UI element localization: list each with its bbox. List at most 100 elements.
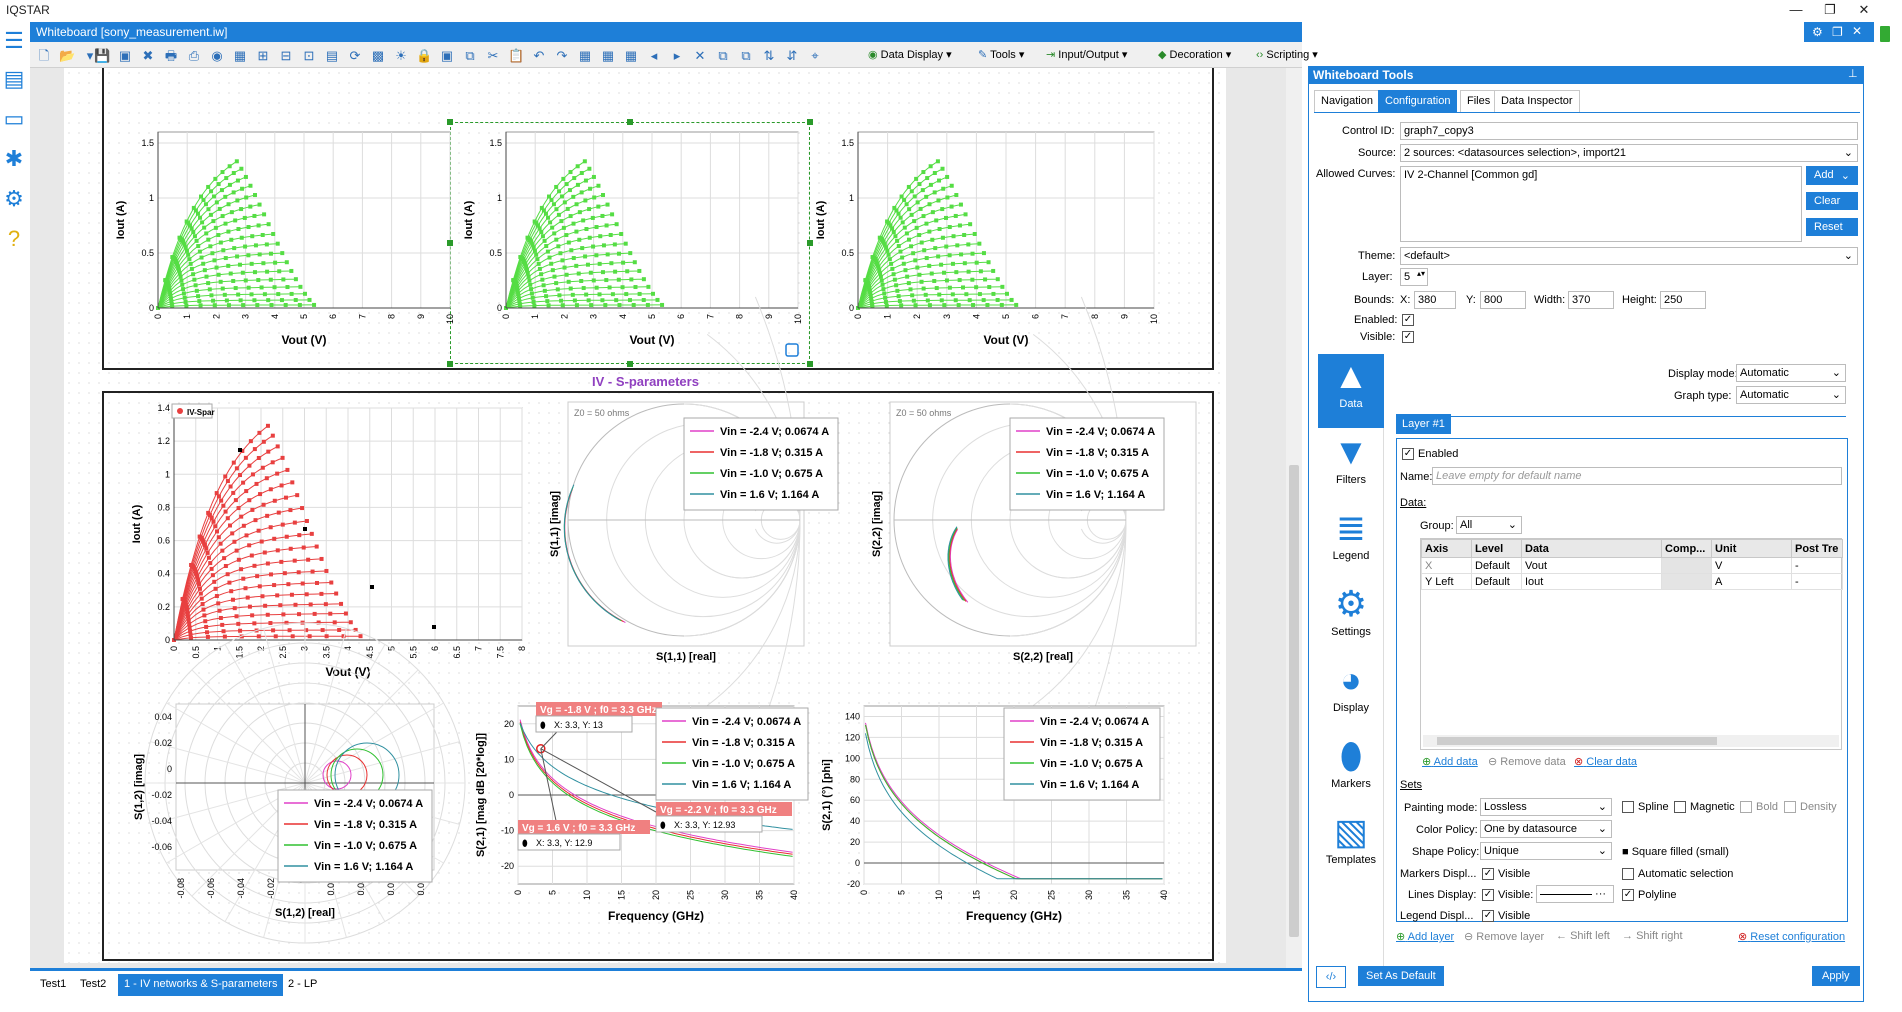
toolbar-button-icon[interactable]: ⊞ (257, 48, 269, 63)
tab-files[interactable]: Files (1460, 90, 1498, 112)
toolbar-button-icon[interactable]: ⧉ (741, 48, 751, 63)
bounds-height-field[interactable]: 250 (1660, 291, 1706, 309)
toolbar-button-icon[interactable]: 🗋 (38, 48, 50, 63)
scroll-thumb[interactable] (1289, 465, 1299, 937)
graph-type-select[interactable]: Automatic ⌄ (1736, 386, 1846, 404)
settings-icon[interactable]: ⚙ (4, 186, 24, 211)
toolbar-button-icon[interactable]: ▤ (325, 48, 339, 63)
decoration-menu[interactable]: ◆ Decoration ▾ (1158, 49, 1232, 61)
tab-navigation[interactable]: Navigation (1314, 90, 1380, 112)
remove-layer-link[interactable]: ⊖ Remove layer (1464, 931, 1545, 943)
layer-spinner[interactable]: 5 ▴▾ (1400, 268, 1428, 286)
layer-enabled-checkbox[interactable]: ✓ (1402, 448, 1414, 460)
clear-data-link[interactable]: ⊗ Clear data (1574, 756, 1638, 768)
toolbar-button-icon[interactable]: ▦ (601, 48, 615, 63)
tab-iv-networks[interactable]: 1 - IV networks & S-parameters (118, 974, 284, 996)
visible-checkbox[interactable]: ✓ (1402, 331, 1414, 343)
magnetic-checkbox[interactable] (1674, 801, 1686, 813)
enabled-checkbox[interactable]: ✓ (1402, 314, 1414, 326)
toolbar-button-icon[interactable]: ⇅ (763, 48, 775, 63)
col-comp[interactable]: Comp... (1661, 539, 1712, 558)
col-axis[interactable]: Axis (1421, 539, 1472, 558)
table-row[interactable]: X Default Vout V - (1421, 557, 1843, 574)
toolbar-button-icon[interactable]: ⌖ (811, 48, 819, 63)
toolbar-button-icon[interactable]: ✂ (487, 48, 499, 63)
auto-selection-checkbox[interactable] (1622, 868, 1634, 880)
line-style-select[interactable]: ··· (1536, 885, 1614, 903)
close-button[interactable]: ✕ (1858, 2, 1870, 17)
display-mode-select[interactable]: Automatic ⌄ (1736, 364, 1846, 382)
toolbar-button-icon[interactable]: ⇵ (786, 48, 798, 63)
tab-data-inspector[interactable]: Data Inspector (1494, 90, 1580, 112)
toolbar-button-icon[interactable]: ▦ (578, 48, 592, 63)
vtab-data[interactable]: ▲ Data (1318, 354, 1384, 428)
toolbar-button-icon[interactable]: ⎙ (188, 48, 200, 63)
minimize-button[interactable]: — (1789, 2, 1803, 17)
toolbar-button-icon[interactable]: ☀ (395, 48, 407, 63)
toolbar-button-icon[interactable]: ▣ (118, 48, 132, 63)
layer-tab[interactable]: Layer #1 (1396, 414, 1451, 434)
list-icon[interactable]: ▭ (3, 106, 25, 131)
toolbar-button-icon[interactable]: 📂 (59, 48, 76, 63)
toolbar-button-icon[interactable]: ▣ (440, 48, 454, 63)
code-icon[interactable]: ‹/› (1316, 966, 1346, 988)
allowed-curves-list[interactable]: IV 2-Channel [Common gd] (1400, 166, 1802, 242)
legend-visible-checkbox[interactable]: ✓ (1482, 910, 1494, 922)
control-id-field[interactable]: graph7_copy3 (1400, 122, 1858, 140)
toolbar-button-icon[interactable]: ✖ (142, 48, 154, 63)
toolbar-button-icon[interactable]: 💾 (94, 48, 111, 63)
vtab-legend[interactable]: ≣ Legend (1318, 506, 1384, 580)
painting-mode-select[interactable]: Lossless ⌄ (1480, 798, 1612, 816)
layer-name-input[interactable]: Leave empty for default name (1432, 467, 1842, 485)
input-output-menu[interactable]: ⇥ Input/Output ▾ (1046, 49, 1128, 61)
col-unit[interactable]: Unit (1711, 539, 1792, 558)
apply-button[interactable]: Apply (1812, 966, 1860, 986)
bold-checkbox[interactable] (1740, 801, 1752, 813)
shape-style[interactable]: ■ Square filled (small) (1622, 846, 1729, 858)
toolbar-button-icon[interactable]: ▾ (86, 48, 94, 63)
help-icon[interactable]: ? (7, 226, 21, 251)
close-icon[interactable]: ✕ (1852, 24, 1863, 38)
tools-menu[interactable]: ✎ Tools ▾ (978, 49, 1025, 61)
data-display-menu[interactable]: ◉ Data Display ▾ (868, 49, 952, 61)
toolbar-button-icon[interactable]: ▦ (233, 48, 247, 63)
toolbar-button-icon[interactable]: 🔒 (416, 48, 433, 63)
scripting-menu[interactable]: ‹› Scripting ▾ (1256, 49, 1318, 61)
toolbar-button-icon[interactable]: ✕ (694, 48, 706, 63)
pin-icon[interactable]: ⊥ (1848, 68, 1858, 80)
lines-visible-checkbox[interactable]: ✓ (1482, 889, 1494, 901)
toolbar-button-icon[interactable]: ▩ (371, 48, 385, 63)
gear-icon[interactable]: ⚙ (1812, 25, 1823, 39)
theme-select[interactable]: <default> ⌄ (1400, 247, 1858, 265)
toolbar-button-icon[interactable]: ▸ (673, 48, 681, 63)
tab-test2[interactable]: Test2 (80, 978, 107, 990)
toolbar-button-icon[interactable]: ⧉ (718, 48, 728, 63)
toolbar-button-icon[interactable]: 📋 (508, 48, 525, 63)
toolbar-button-icon[interactable]: ↷ (556, 48, 568, 63)
reset-curves-button[interactable]: Reset (1806, 218, 1858, 236)
vtab-filters[interactable]: ▼ Filters (1318, 430, 1384, 504)
restore-icon[interactable]: ❐ (1832, 25, 1843, 39)
toolbar-button-icon[interactable]: ◉ (211, 48, 223, 63)
col-post[interactable]: Post Tre (1791, 539, 1843, 558)
polyline-checkbox[interactable]: ✓ (1622, 889, 1634, 901)
remove-data-link[interactable]: ⊖ Remove data (1488, 756, 1566, 768)
set-as-default-button[interactable]: Set As Default (1358, 966, 1444, 986)
table-hscroll-thumb[interactable] (1437, 737, 1717, 745)
toolbar-button-icon[interactable]: 🖶 (164, 48, 178, 63)
restore-button[interactable]: ❐ (1824, 2, 1836, 17)
bounds-width-field[interactable]: 370 (1568, 291, 1614, 309)
tab-lp[interactable]: 2 - LP (288, 978, 318, 990)
markers-visible-checkbox[interactable]: ✓ (1482, 868, 1494, 880)
group-select[interactable]: All ⌄ (1456, 516, 1522, 534)
vtab-display[interactable]: ◕ Display (1318, 658, 1384, 732)
spline-checkbox[interactable] (1622, 801, 1634, 813)
tab-test1[interactable]: Test1 (40, 978, 67, 990)
tab-configuration[interactable]: Configuration (1378, 90, 1458, 112)
color-policy-select[interactable]: One by datasource ⌄ (1480, 820, 1612, 838)
vtab-templates[interactable]: ▧ Templates (1318, 810, 1384, 884)
col-level[interactable]: Level (1471, 539, 1522, 558)
toolbar-button-icon[interactable]: ⊡ (303, 48, 315, 63)
clear-curves-button[interactable]: Clear (1806, 192, 1858, 210)
bug-icon[interactable]: ✱ (4, 146, 24, 171)
